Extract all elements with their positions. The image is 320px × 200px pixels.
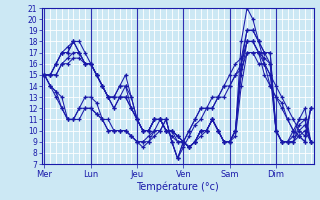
X-axis label: Température (°c): Température (°c) [136, 181, 219, 192]
